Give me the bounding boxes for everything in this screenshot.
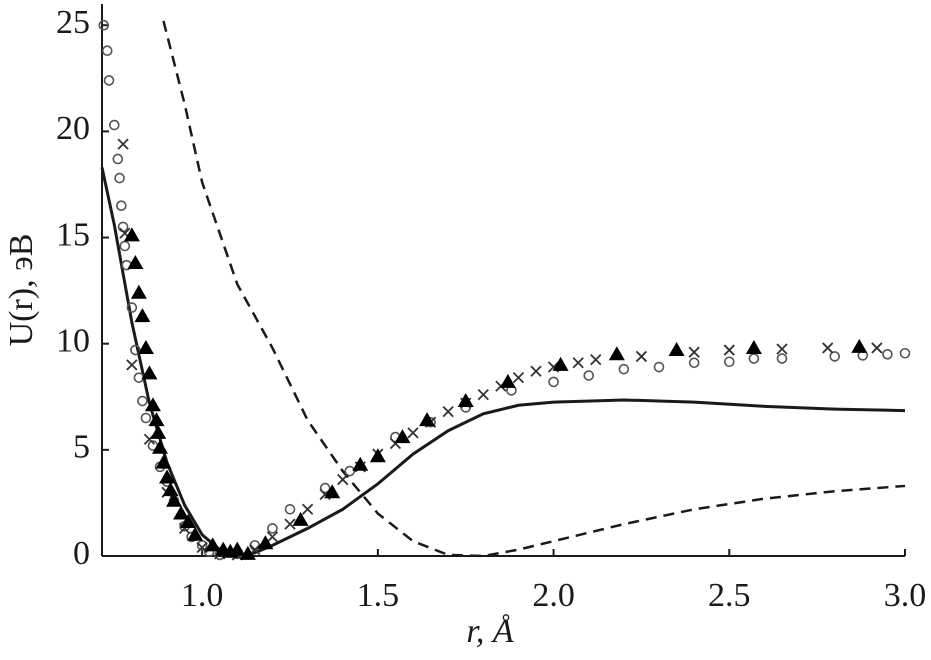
triangle-marker [166, 492, 183, 507]
circle-marker [108, 119, 120, 131]
circle-marker [548, 376, 559, 388]
triangle-marker [229, 541, 246, 556]
x-tick-label: 3.0 [884, 577, 927, 614]
circle-marker [130, 344, 141, 356]
circle-marker [112, 153, 124, 165]
circle-marker [133, 372, 145, 383]
triangle-marker [292, 511, 309, 526]
cross-marker [512, 372, 525, 384]
cross-marker [117, 138, 129, 150]
cross-marker [301, 503, 314, 515]
circle-marker [882, 349, 893, 360]
triangle-marker [499, 373, 516, 388]
cross-marker [284, 518, 296, 530]
cross-marker [822, 342, 834, 354]
triangle-marker [162, 482, 179, 497]
y-axis-label: U(r), эВ [3, 234, 40, 347]
triangle-marker [239, 545, 256, 560]
x-tick-label: 2.5 [708, 577, 751, 614]
circle-marker [583, 370, 595, 381]
circle-marker [117, 221, 129, 233]
cross-marker [477, 389, 489, 401]
cross-marker [266, 531, 279, 543]
circle-marker [829, 351, 841, 362]
triangle-marker [324, 484, 341, 499]
circle-marker [196, 540, 208, 551]
triangle-marker [159, 469, 176, 484]
cross-marker [407, 427, 419, 439]
y-tick-label: 5 [73, 429, 90, 466]
cross-marker [530, 365, 542, 377]
circle-marker [103, 75, 115, 86]
circle-marker [137, 395, 148, 407]
cross-marker [871, 342, 883, 354]
triangle-marker [187, 526, 204, 541]
cross-marker [572, 357, 584, 369]
triangle-marker [134, 308, 151, 323]
triangle-marker [419, 412, 436, 427]
circle-marker [344, 465, 356, 477]
triangle-marker [552, 356, 569, 371]
triangle-marker [150, 424, 167, 439]
triangle-marker [148, 412, 165, 427]
circle-marker [899, 347, 911, 359]
dashed-line [162, 20, 906, 558]
x-tick-label: 2.0 [532, 577, 575, 614]
triangle-marker [144, 397, 161, 412]
x-tick-label: 1.0 [181, 577, 224, 614]
y-tick-label: 10 [56, 322, 90, 359]
cross-marker [688, 346, 700, 358]
cross-marker [590, 353, 602, 366]
cross-marker [442, 405, 454, 418]
triangle-marker [137, 339, 154, 354]
circle-marker [723, 356, 735, 368]
y-tick-label: 15 [56, 216, 90, 253]
circle-marker [653, 361, 665, 373]
circle-marker [748, 353, 760, 364]
cross-marker [126, 359, 138, 371]
y-tick-label: 20 [56, 110, 90, 147]
circle-marker [688, 357, 700, 369]
triangle-marker [352, 456, 369, 471]
y-tick-label: 25 [56, 4, 90, 41]
triangle-marker [668, 342, 685, 357]
triangle-marker [130, 284, 147, 299]
triangle-marker [173, 505, 190, 520]
cross-marker [635, 350, 648, 363]
circle-marker [618, 363, 630, 375]
circle-marker [101, 45, 113, 57]
circle-marker [319, 482, 331, 494]
x-axis-label: r, Å [466, 613, 513, 650]
circle-marker [126, 302, 138, 313]
circle-marker [776, 353, 788, 364]
cross-marker [776, 343, 788, 355]
y-tick-label: 0 [73, 535, 90, 572]
triangle-marker [369, 448, 386, 463]
x-tick-label: 1.5 [357, 577, 400, 614]
circle-marker [140, 412, 152, 424]
circle-marker [116, 200, 127, 211]
triangle-marker [394, 429, 411, 444]
triangle-marker [151, 439, 168, 454]
circle-marker [114, 172, 125, 184]
triangle-marker [180, 514, 197, 529]
triangle-marker [745, 339, 762, 354]
triangle-marker [851, 338, 868, 353]
triangle-marker [204, 537, 221, 552]
triangle-marker [457, 393, 474, 408]
circle-marker [267, 523, 278, 534]
triangle-marker [257, 535, 274, 550]
circle-marker [98, 19, 110, 31]
triangle-marker [127, 255, 144, 270]
circle-marker [284, 503, 296, 515]
circle-marker [119, 240, 131, 252]
triangle-marker [123, 227, 140, 242]
cross-marker [337, 473, 349, 486]
triangle-marker [141, 365, 158, 380]
triangle-marker [155, 454, 172, 469]
cross-marker [723, 344, 735, 356]
triangle-marker [608, 346, 625, 361]
